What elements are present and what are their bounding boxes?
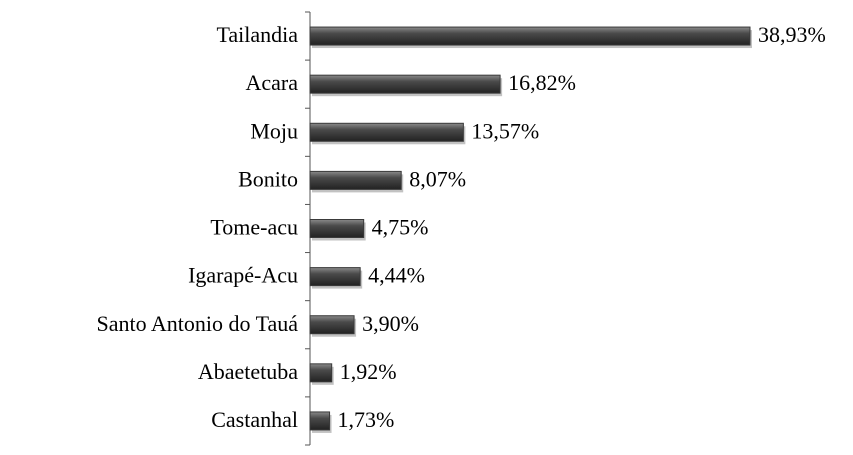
data-label: 38,93%	[758, 22, 826, 47]
plot: Tailandia 38,93% Acara 16,82% Moju 13,57% Boni…	[96, 11, 826, 446]
bar	[309, 315, 355, 335]
category-label: Acara	[245, 70, 298, 95]
category-label: Castanhal	[211, 407, 298, 432]
data-label: 1,73%	[338, 407, 395, 432]
data-label: 13,57%	[471, 118, 539, 143]
data-label: 1,92%	[340, 359, 397, 384]
bar	[309, 363, 333, 383]
bar	[309, 411, 331, 431]
data-label: 8,07%	[409, 166, 466, 191]
category-label: Tome-acu	[210, 215, 298, 240]
category-label: Bonito	[238, 166, 298, 191]
category-label: Santo Antonio do Tauá	[96, 311, 298, 336]
category-label: Igarapé-Acu	[188, 263, 298, 288]
data-label: 3,90%	[362, 311, 419, 336]
bar	[309, 122, 464, 142]
bar	[309, 26, 751, 46]
bar	[309, 267, 361, 287]
category-label: Abaetetuba	[198, 359, 298, 384]
data-label: 4,75%	[372, 215, 429, 240]
data-label: 4,44%	[368, 263, 425, 288]
category-label: Tailandia	[216, 22, 298, 47]
bar	[309, 74, 501, 94]
data-label: 16,82%	[508, 70, 576, 95]
bar	[309, 170, 402, 190]
category-label: Moju	[250, 118, 298, 143]
bar	[309, 219, 365, 238]
